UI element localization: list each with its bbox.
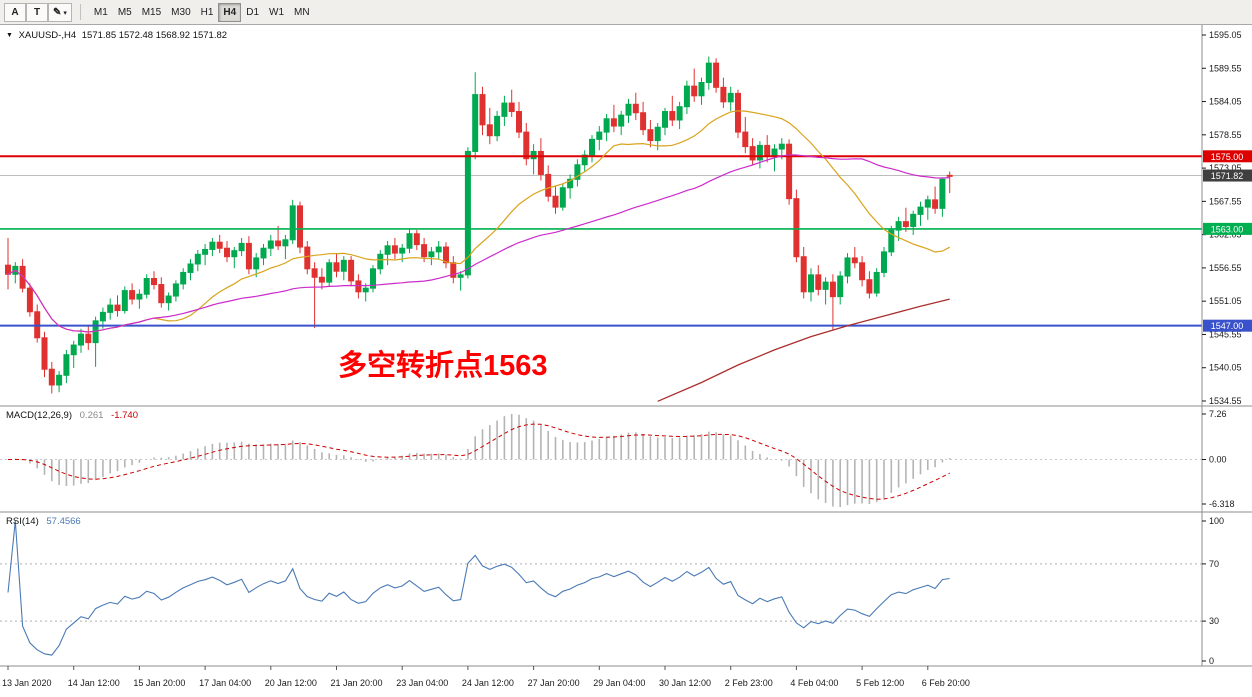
draw-tool-button[interactable]: ✎ ▾ <box>48 3 72 22</box>
ma-fast-line <box>7 110 950 333</box>
svg-text:7.26: 7.26 <box>1209 409 1227 419</box>
svg-text:6 Feb 20:00: 6 Feb 20:00 <box>922 678 970 688</box>
time-axis[interactable]: 13 Jan 2020 14 Jan 12:00 15 Jan 20:00 17 Ja… <box>2 666 970 688</box>
chart-canvas[interactable]: 1595.05 1589.55 1584.05 1578.55 1573.05 1567.… <box>0 25 1252 697</box>
rsi-panel <box>0 520 1202 656</box>
svg-text:15 Jan 20:00: 15 Jan 20:00 <box>133 678 185 688</box>
svg-text:1551.05: 1551.05 <box>1209 296 1242 306</box>
timeframe-button-h1[interactable]: H1 <box>195 3 219 22</box>
ma-slow-line <box>7 154 950 333</box>
dropdown-caret-icon: ▾ <box>63 10 67 17</box>
rsi-line <box>7 520 950 656</box>
price-label-1547.00: 1547.00 <box>1203 319 1252 332</box>
svg-text:1589.55: 1589.55 <box>1209 63 1242 73</box>
macd-axis: 7.26 0.00 -6.318 <box>1202 409 1235 509</box>
svg-text:21 Jan 20:00: 21 Jan 20:00 <box>331 678 383 688</box>
svg-text:27 Jan 20:00: 27 Jan 20:00 <box>528 678 580 688</box>
timeframe-button-m15[interactable]: M15 <box>136 3 167 22</box>
long-ma-line <box>657 298 950 402</box>
timeframe-button-h4[interactable]: H4 <box>218 3 242 22</box>
rsi-value: 57.4566 <box>46 516 81 527</box>
svg-text:30 Jan 12:00: 30 Jan 12:00 <box>659 678 711 688</box>
svg-text:1563.00: 1563.00 <box>1211 224 1244 234</box>
rsi-name: RSI(14) <box>6 516 39 527</box>
timeframe-button-m1[interactable]: M1 <box>88 3 113 22</box>
svg-text:29 Jan 04:00: 29 Jan 04:00 <box>593 678 645 688</box>
svg-text:1578.55: 1578.55 <box>1209 130 1242 140</box>
candlestick-series <box>5 56 953 394</box>
svg-text:2 Feb 23:00: 2 Feb 23:00 <box>725 678 773 688</box>
timeframe-button-w1[interactable]: W1 <box>264 3 290 22</box>
toolbar: A T ✎ ▾ M1 M5 M15 M30 H1 H4 D1 W1 MN <box>0 0 1252 25</box>
svg-text:4 Feb 04:00: 4 Feb 04:00 <box>790 678 838 688</box>
svg-text:70: 70 <box>1209 559 1219 569</box>
svg-text:13 Jan 2020: 13 Jan 2020 <box>2 678 52 688</box>
svg-text:14 Jan 12:00: 14 Jan 12:00 <box>68 678 120 688</box>
toolbar-separator <box>79 4 81 20</box>
tool-buttons: A T ✎ ▾ <box>4 2 72 22</box>
rsi-indicator-label: RSI(14) 57.4566 <box>6 516 81 527</box>
svg-text:100: 100 <box>1209 516 1224 526</box>
timeframe-button-d1[interactable]: D1 <box>241 3 265 22</box>
svg-text:1567.55: 1567.55 <box>1209 196 1242 206</box>
svg-text:-6.318: -6.318 <box>1209 499 1235 509</box>
collapse-triangle-icon[interactable]: ▼ <box>6 32 13 39</box>
svg-text:1595.05: 1595.05 <box>1209 30 1242 40</box>
svg-text:17 Jan 04:00: 17 Jan 04:00 <box>199 678 251 688</box>
timeframe-buttons: M1 M5 M15 M30 H1 H4 D1 W1 MN <box>88 2 315 22</box>
macd-indicator-label: MACD(12,26,9) 0.261 -1.740 <box>6 410 138 421</box>
macd-signal-line <box>7 423 950 500</box>
svg-text:1584.05: 1584.05 <box>1209 97 1242 107</box>
price-label-1563.00: 1563.00 <box>1203 222 1252 235</box>
price-axis[interactable]: 1595.05 1589.55 1584.05 1578.55 1573.05 1567.… <box>1202 30 1242 406</box>
macd-panel <box>0 414 1202 507</box>
timeframe-button-m30[interactable]: M30 <box>166 3 196 22</box>
svg-text:1540.05: 1540.05 <box>1209 363 1242 373</box>
svg-text:1573.05: 1573.05 <box>1209 163 1242 173</box>
current-price-label: 1571.82 <box>1203 169 1252 182</box>
svg-text:1547.00: 1547.00 <box>1211 321 1244 331</box>
horizontal-level-lines <box>0 155 1202 327</box>
cursor-tool-button[interactable]: A <box>4 3 26 22</box>
svg-text:5 Feb 12:00: 5 Feb 12:00 <box>856 678 904 688</box>
symbol-title: ▼ XAUUSD-,H4 1571.85 1572.48 1568.92 157… <box>6 30 230 41</box>
rsi-axis: 100 70 30 0 <box>1202 516 1224 666</box>
symbol-name-label: XAUUSD-,H4 <box>18 30 77 41</box>
macd-main-value: 0.261 <box>79 410 104 421</box>
svg-text:1571.82: 1571.82 <box>1211 171 1244 181</box>
svg-text:24 Jan 12:00: 24 Jan 12:00 <box>462 678 514 688</box>
macd-name: MACD(12,26,9) <box>6 410 72 421</box>
svg-text:23 Jan 04:00: 23 Jan 04:00 <box>396 678 448 688</box>
svg-text:1534.55: 1534.55 <box>1209 396 1242 406</box>
svg-text:0: 0 <box>1209 656 1214 666</box>
svg-text:1556.55: 1556.55 <box>1209 263 1242 273</box>
svg-text:0.00: 0.00 <box>1209 455 1227 465</box>
timeframe-button-mn[interactable]: MN <box>289 3 315 22</box>
ohlc-values-label: 1571.85 1572.48 1568.92 1571.82 <box>81 30 228 41</box>
svg-text:30: 30 <box>1209 616 1219 626</box>
svg-text:20 Jan 12:00: 20 Jan 12:00 <box>265 678 317 688</box>
macd-signal-value: -1.740 <box>111 410 138 421</box>
text-tool-button[interactable]: T <box>26 3 48 22</box>
price-label-1575.00: 1575.00 <box>1203 150 1252 163</box>
svg-text:1575.00: 1575.00 <box>1211 152 1244 162</box>
svg-text:1545.55: 1545.55 <box>1209 329 1242 339</box>
timeframe-button-m5[interactable]: M5 <box>112 3 137 22</box>
chart-annotation-text[interactable]: 多空转折点1563 <box>338 350 548 382</box>
